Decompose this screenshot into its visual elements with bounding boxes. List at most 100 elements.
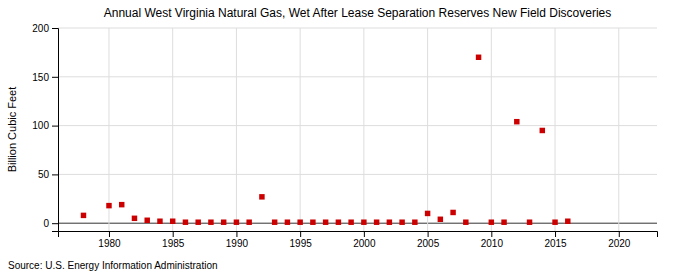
- point: [540, 128, 545, 133]
- tick-mark: [428, 231, 429, 237]
- point: [246, 219, 251, 224]
- tick-label: 1980: [98, 238, 121, 249]
- grid: [58, 28, 657, 231]
- y-grid-line: [58, 76, 657, 77]
- tick-mark: [52, 28, 58, 29]
- point: [399, 219, 404, 224]
- point: [157, 219, 162, 224]
- point: [336, 219, 341, 224]
- tick-mark: [555, 231, 556, 237]
- point: [221, 219, 226, 224]
- tick-label: 0: [43, 218, 49, 229]
- point: [348, 219, 353, 224]
- y-grid-line: [58, 125, 657, 126]
- tick: 1980: [98, 231, 121, 249]
- tick-mark: [300, 231, 301, 237]
- tick: 2010: [481, 231, 504, 249]
- title: Annual West Virginia Natural Gas, Wet Af…: [104, 6, 612, 20]
- axis-line: [52, 29, 59, 232]
- tick-label: 2005: [417, 238, 440, 249]
- tick: 1990: [226, 231, 249, 249]
- tick: 1995: [290, 231, 313, 249]
- x-grid-line: [108, 28, 109, 231]
- point: [310, 219, 315, 224]
- point: [450, 210, 455, 215]
- point: [297, 219, 302, 224]
- point: [527, 219, 532, 224]
- point: [323, 219, 328, 224]
- tick-label: 150: [32, 71, 49, 82]
- point: [425, 211, 430, 216]
- x-axis: 1980 1985 1990 1995 2000 2005 2010 2015 2020: [59, 231, 658, 249]
- point: [565, 219, 570, 224]
- point: [208, 219, 213, 224]
- tick: 1985: [162, 231, 185, 249]
- plot-area: 1980 1985 1990 1995 2000 2005 2010 2015 2020 0 50 1…: [32, 23, 657, 249]
- tick: 0: [43, 218, 58, 229]
- point: [552, 219, 557, 224]
- point: [234, 219, 239, 224]
- point: [387, 219, 392, 224]
- tick-label: 200: [32, 23, 49, 34]
- tick-mark: [236, 231, 237, 237]
- point: [476, 55, 481, 60]
- points: [81, 55, 571, 225]
- x-grid-line: [363, 28, 364, 231]
- tick: 2020: [608, 231, 631, 249]
- x-grid-line: [172, 28, 173, 231]
- point: [272, 219, 277, 224]
- tick-mark: [52, 223, 58, 224]
- source: Source: U.S. Energy Information Administ…: [8, 260, 218, 271]
- axis-line: [59, 232, 658, 238]
- y-axis-label: Billion Cubic Feet: [6, 87, 18, 173]
- tick: 50: [38, 169, 58, 180]
- x-grid-line: [236, 28, 237, 231]
- tick-label: 1985: [162, 238, 185, 249]
- point: [132, 216, 137, 221]
- tick-label: 2010: [481, 238, 504, 249]
- x-grid-line: [491, 28, 492, 231]
- x-grid-line: [555, 28, 556, 231]
- y-grid-line: [58, 28, 657, 29]
- point: [170, 219, 175, 224]
- x-grid-line: [300, 28, 301, 231]
- tick-mark: [173, 231, 174, 237]
- tick: 2005: [417, 231, 440, 249]
- x-grid-line: [618, 28, 619, 231]
- point: [81, 213, 86, 218]
- tick-mark: [491, 231, 492, 237]
- tick-label: 50: [38, 169, 50, 180]
- tick-label: 2020: [608, 238, 631, 249]
- tick: 150: [32, 71, 58, 82]
- tick-label: 2015: [544, 238, 567, 249]
- tick-mark: [52, 77, 58, 78]
- x-grid-line: [427, 28, 428, 231]
- point: [501, 219, 506, 224]
- chart: 1980 1985 1990 1995 2000 2005 2010 2015 2020 0 50 1…: [0, 0, 675, 275]
- point: [285, 219, 290, 224]
- point: [412, 219, 417, 224]
- y-axis: 0 50 100 150 200: [32, 23, 58, 232]
- point: [374, 219, 379, 224]
- point: [361, 219, 366, 224]
- point: [195, 219, 200, 224]
- point: [106, 203, 111, 208]
- point: [183, 219, 188, 224]
- point: [119, 202, 124, 207]
- point: [438, 217, 443, 222]
- tick-label: 100: [32, 120, 49, 131]
- point: [514, 119, 519, 124]
- tick-mark: [109, 231, 110, 237]
- tick: 2000: [353, 231, 376, 249]
- tick-mark: [52, 174, 58, 175]
- tick-label: 1995: [290, 238, 313, 249]
- tick: 100: [32, 120, 58, 131]
- tick: 2015: [544, 231, 567, 249]
- tick-mark: [364, 231, 365, 237]
- tick-label: 1990: [226, 238, 249, 249]
- tick-label: 2000: [353, 238, 376, 249]
- y-grid-line: [58, 174, 657, 175]
- point: [463, 219, 468, 224]
- tick-mark: [52, 126, 58, 127]
- point: [489, 219, 494, 224]
